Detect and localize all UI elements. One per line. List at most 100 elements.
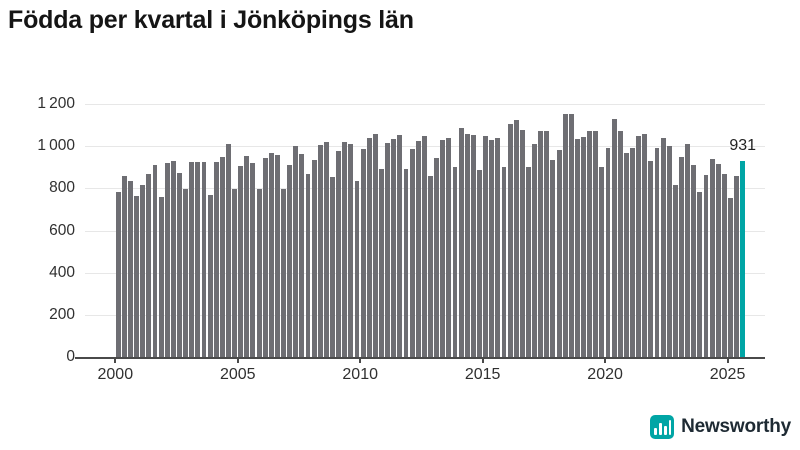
bar-2023-q1 — [679, 156, 684, 357]
bar-2012-q3 — [421, 135, 427, 357]
bar-2013-q2 — [440, 139, 446, 357]
bar-2003-q3 — [201, 161, 207, 357]
bar-2008-q1 — [311, 159, 317, 357]
bar-2016-q3 — [519, 130, 525, 357]
bar-2003-q4 — [207, 194, 213, 357]
bar-2021-q1 — [630, 148, 635, 357]
bar-2022-q2 — [660, 137, 666, 357]
bar-2017-q2 — [538, 131, 544, 357]
x-axis-label-2015: 2015 — [464, 366, 501, 383]
bar-2008-q3 — [323, 141, 329, 357]
bar-2001-q4 — [158, 196, 164, 357]
bar-2000-q1 — [115, 191, 121, 357]
bar-2021-q4 — [648, 160, 654, 357]
bar-2005-q2 — [244, 155, 250, 357]
x-axis-tick-2000 — [114, 357, 117, 363]
bar-2018-q2 — [562, 113, 568, 357]
bar-2015-q3 — [495, 137, 501, 357]
bar-2002-q4 — [183, 189, 189, 357]
bar-2013-q1 — [434, 157, 440, 357]
bar-2014-q2 — [464, 133, 470, 357]
bar-2016-q1 — [507, 124, 513, 357]
bar-2019-q2 — [587, 131, 593, 357]
x-axis-tick-2025 — [726, 357, 729, 363]
x-axis-tick-2020 — [604, 357, 607, 363]
bar-2014-q1 — [458, 128, 464, 357]
bar-2001-q2 — [146, 173, 152, 357]
highlight-value-label: 931 — [729, 136, 757, 154]
bar-2012-q2 — [415, 140, 421, 357]
bar-2023-q2 — [685, 144, 691, 357]
bar-2012-q4 — [428, 175, 433, 357]
bar-2001-q3 — [152, 165, 158, 357]
x-axis-label-2020: 2020 — [587, 366, 623, 383]
gridline-1200 — [85, 104, 765, 105]
bar-2011-q1 — [385, 143, 391, 357]
bar-2023-q3 — [691, 165, 697, 357]
bar-2024-q1 — [703, 174, 709, 357]
bar-2018-q1 — [556, 150, 562, 357]
bar-2017-q1 — [532, 144, 538, 357]
x-axis-tick-2015 — [481, 357, 484, 363]
bar-2024-q3 — [715, 164, 721, 357]
bar-2011-q3 — [397, 134, 403, 357]
bar-2015-q4 — [501, 167, 507, 357]
x-axis-line — [75, 357, 765, 359]
bar-2024-q2 — [709, 158, 715, 357]
x-axis-label-2010: 2010 — [342, 366, 378, 383]
bar-2013-q3 — [446, 137, 452, 357]
bar-2002-q1 — [164, 163, 170, 357]
bar-2010-q1 — [360, 149, 366, 357]
bar-2011-q2 — [391, 138, 397, 357]
bar-2000-q4 — [134, 195, 140, 357]
newsworthy-bar-chart-logo-icon — [650, 415, 675, 439]
bar-2009-q2 — [342, 141, 348, 357]
bar-2018-q3 — [568, 113, 574, 357]
bar-2016-q4 — [526, 167, 531, 357]
bar-2006-q2 — [268, 152, 274, 357]
bar-2008-q2 — [317, 145, 323, 357]
bar-2002-q3 — [177, 172, 182, 357]
bar-2003-q2 — [195, 161, 201, 357]
bar-2021-q3 — [642, 133, 648, 357]
bar-2006-q4 — [281, 189, 286, 357]
bar-2023-q4 — [697, 191, 703, 357]
branding: Newsworthy — [650, 414, 791, 440]
bar-2017-q3 — [544, 131, 550, 357]
bar-2020-q2 — [611, 118, 617, 357]
bar-2000-q3 — [128, 180, 133, 357]
bar-2012-q1 — [409, 149, 415, 357]
bar-2003-q1 — [189, 161, 195, 357]
bar-2024-q4 — [721, 173, 727, 357]
bar-2011-q4 — [403, 169, 409, 357]
bar-2019-q4 — [599, 167, 605, 357]
x-axis-label-2025: 2025 — [709, 366, 746, 383]
bar-2018-q4 — [574, 138, 580, 357]
x-axis-label-2000: 2000 — [97, 366, 134, 383]
bar-2020-q3 — [617, 131, 623, 357]
bar-2013-q4 — [452, 167, 458, 357]
bar-2019-q3 — [593, 131, 599, 357]
bar-2008-q4 — [330, 176, 335, 357]
bar-2001-q1 — [140, 185, 146, 357]
bar-2019-q1 — [581, 136, 586, 357]
bar-2010-q3 — [372, 133, 378, 357]
brand-name: Newsworthy — [681, 416, 791, 437]
bar-2014-q3 — [470, 134, 476, 357]
bar-2004-q2 — [219, 156, 225, 357]
bar-2005-q3 — [250, 163, 256, 357]
bar-2009-q4 — [354, 180, 360, 357]
bar-2004-q4 — [232, 189, 238, 357]
bar-2007-q3 — [299, 153, 305, 357]
bar-2010-q4 — [379, 169, 384, 357]
bar-2002-q2 — [170, 160, 176, 357]
bar-2015-q2 — [489, 139, 495, 357]
bar-2005-q4 — [256, 189, 262, 357]
plot-area — [75, 104, 765, 359]
bar-2005-q1 — [238, 166, 244, 357]
bar-2021-q2 — [636, 135, 642, 357]
bar-2016-q2 — [513, 119, 519, 357]
bar-2004-q1 — [213, 161, 219, 357]
bar-2017-q4 — [550, 159, 556, 357]
bar-2006-q3 — [274, 154, 280, 357]
